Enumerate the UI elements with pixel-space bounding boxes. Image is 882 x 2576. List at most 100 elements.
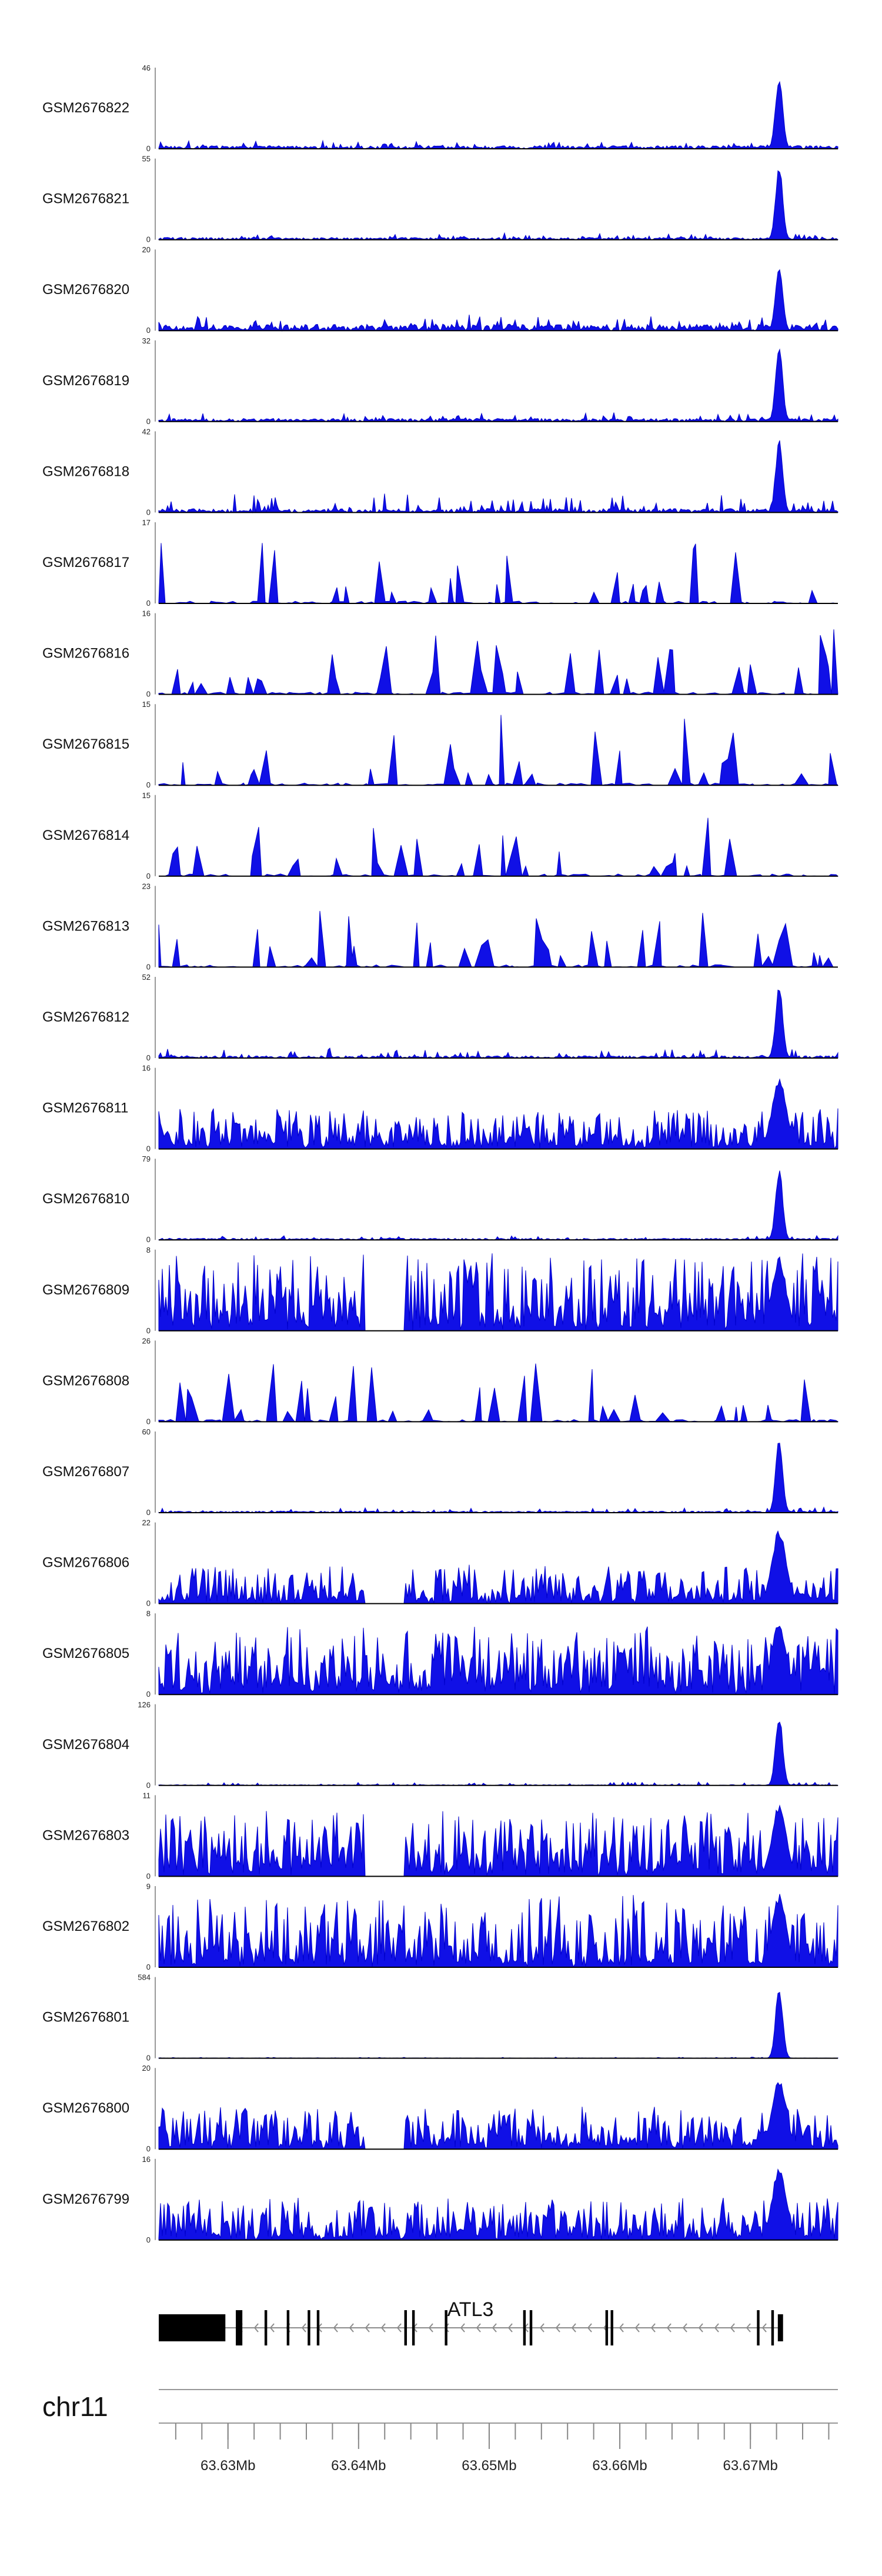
track-ymin-label: 0 — [146, 2235, 151, 2244]
track-signal-area — [158, 81, 838, 149]
track-GSM2676802: GSM2676802 9 0 — [42, 1882, 838, 1971]
strand-arrow — [492, 2323, 497, 2333]
track-label: GSM2676814 — [42, 827, 129, 843]
track-GSM2676804: GSM2676804 126 0 — [42, 1700, 838, 1790]
track-ymax-label: 23 — [142, 882, 151, 890]
strand-arrow — [333, 2323, 338, 2333]
track-label: GSM2676808 — [42, 1373, 129, 1389]
track-ymin-label: 0 — [146, 1326, 151, 1335]
track-signal-area — [158, 1253, 838, 1332]
track-label: GSM2676803 — [42, 1827, 129, 1843]
gene-exon — [757, 2310, 760, 2345]
track-signal-area — [158, 715, 839, 786]
strand-arrow — [730, 2323, 735, 2333]
track-GSM2676817: GSM2676817 17 0 — [42, 518, 838, 608]
track-GSM2676809: GSM2676809 8 0 — [42, 1246, 838, 1335]
track-signal-area — [158, 1363, 839, 1423]
track-label: GSM2676818 — [42, 463, 129, 479]
strand-arrow — [555, 2323, 560, 2333]
strand-arrow — [476, 2323, 481, 2333]
gene-exon — [308, 2310, 310, 2345]
strand-arrow — [650, 2323, 656, 2333]
genome-axis-track: chr11 63.63Mb 63.64Mb 63.65Mb 63.66Mb 63.67M… — [42, 2389, 838, 2474]
track-ymin-label: 0 — [146, 235, 151, 244]
track-label: GSM2676812 — [42, 1009, 129, 1025]
track-signal-area — [158, 440, 838, 513]
track-label: GSM2676819 — [42, 373, 129, 389]
gene-exon — [771, 2310, 774, 2345]
gene-exon — [523, 2310, 526, 2345]
x-axis-tick-label: 63.66Mb — [592, 2458, 647, 2474]
track-GSM2676821: GSM2676821 55 0 — [42, 155, 838, 244]
strand-arrow — [253, 2323, 259, 2333]
track-ymax-label: 26 — [142, 1336, 151, 1345]
strand-arrow — [634, 2323, 640, 2333]
strand-arrow — [666, 2323, 671, 2333]
track-ymax-label: 17 — [142, 518, 151, 527]
x-axis-tick-label: 63.63Mb — [201, 2458, 255, 2474]
track-ymin-label: 0 — [146, 1599, 151, 1608]
track-ymax-label: 8 — [146, 1246, 151, 1254]
track-GSM2676806: GSM2676806 22 0 — [42, 1519, 838, 1608]
track-ymax-label: 55 — [142, 155, 151, 163]
track-signal-area — [158, 910, 838, 968]
strand-arrow — [587, 2323, 592, 2333]
track-label: GSM2676809 — [42, 1282, 129, 1298]
strand-arrow — [349, 2323, 354, 2333]
strand-arrow — [396, 2323, 402, 2333]
gene-exon — [777, 2314, 783, 2341]
x-axis-tick-label: 63.67Mb — [723, 2458, 777, 2474]
track-GSM2676799: GSM2676799 16 0 — [42, 2155, 838, 2244]
track-signal-area — [158, 1626, 838, 1695]
track-ymin-label: 0 — [146, 1417, 151, 1426]
gene-exon — [236, 2310, 243, 2345]
track-ymax-label: 15 — [142, 700, 151, 709]
track-signal-area — [158, 1991, 838, 2059]
track-GSM2676816: GSM2676816 16 0 — [42, 609, 838, 699]
track-label: GSM2676822 — [42, 100, 129, 116]
strand-arrow — [761, 2323, 767, 2333]
track-GSM2676820: GSM2676820 20 0 — [42, 245, 838, 335]
track-GSM2676800: GSM2676800 20 0 — [42, 2064, 838, 2153]
track-GSM2676807: GSM2676807 60 0 — [42, 1427, 838, 1517]
track-ymax-label: 42 — [142, 427, 151, 436]
strand-arrow — [380, 2323, 386, 2333]
track-GSM2676815: GSM2676815 15 0 — [42, 700, 839, 789]
x-axis-tick-label: 63.65Mb — [462, 2458, 516, 2474]
gene-exon — [610, 2310, 613, 2345]
track-label: GSM2676801 — [42, 2010, 129, 2026]
track-GSM2676805: GSM2676805 8 0 — [42, 1609, 838, 1699]
track-ymin-label: 0 — [146, 1508, 151, 1517]
track-signal-area — [158, 1078, 838, 1150]
strand-arrow — [365, 2323, 370, 2333]
gene-exon — [605, 2310, 609, 2345]
gene-exon — [445, 2310, 447, 2345]
signal-tracks: GSM2676822460GSM2676821550GSM2676820200G… — [42, 64, 839, 2244]
x-axis-tick-label: 63.64Mb — [331, 2458, 386, 2474]
track-ymin-label: 0 — [146, 1053, 151, 1062]
track-label: GSM2676805 — [42, 1646, 129, 1661]
track-GSM2676822: GSM2676822 46 0 — [42, 64, 838, 153]
track-ymax-label: 126 — [138, 1700, 151, 1709]
strand-arrow — [698, 2323, 703, 2333]
track-label: GSM2676804 — [42, 1737, 129, 1753]
strand-arrow — [571, 2323, 576, 2333]
track-ymin-label: 0 — [146, 1144, 151, 1153]
x-axis-major-ticks: 63.63Mb 63.64Mb 63.65Mb 63.66Mb 63.67Mb — [201, 2423, 778, 2474]
track-ymax-label: 16 — [142, 1064, 151, 1073]
track-ymax-label: 20 — [142, 245, 151, 254]
track-ymin-label: 0 — [146, 690, 151, 699]
track-label: GSM2676811 — [42, 1100, 128, 1116]
track-signal-area — [158, 269, 838, 332]
track-ymax-label: 8 — [146, 1609, 151, 1618]
gene-exon — [529, 2310, 533, 2345]
track-GSM2676801: GSM2676801 584 0 — [42, 1973, 838, 2063]
track-label: GSM2676807 — [42, 1464, 129, 1480]
track-ymax-label: 32 — [142, 336, 151, 345]
track-signal-area — [158, 989, 838, 1059]
strand-arrow — [746, 2323, 751, 2333]
track-GSM2676814: GSM2676814 15 0 — [42, 791, 839, 880]
x-axis-minor-ticks — [175, 2423, 830, 2440]
gene-exon — [404, 2310, 407, 2345]
